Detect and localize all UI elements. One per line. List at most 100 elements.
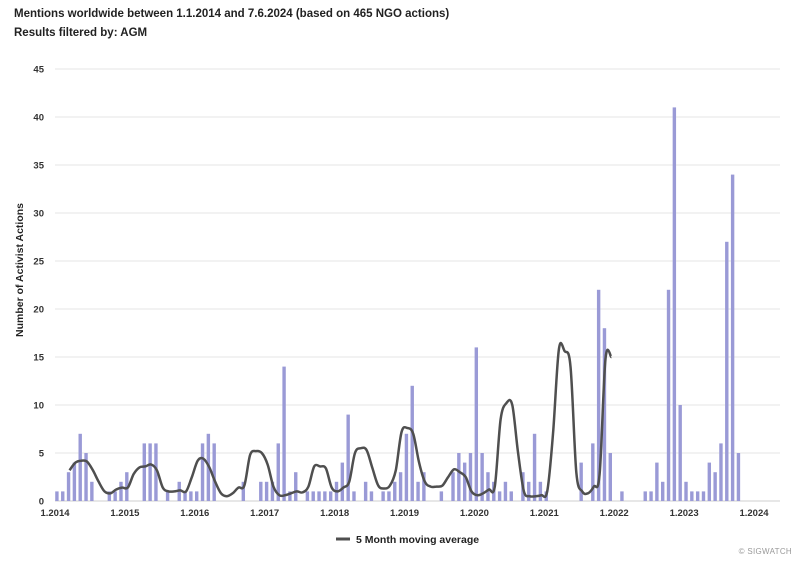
y-tick-label: 40 — [33, 113, 44, 124]
bar — [72, 462, 77, 501]
bar — [416, 481, 420, 501]
bar — [620, 491, 624, 501]
moving-average-series — [68, 341, 613, 499]
bar — [259, 481, 263, 501]
bar — [655, 462, 659, 501]
bar — [340, 462, 345, 501]
bar — [165, 491, 170, 501]
bar — [486, 472, 490, 501]
bar — [264, 481, 269, 501]
bar — [78, 433, 82, 501]
bar — [579, 462, 583, 501]
bar — [672, 107, 677, 502]
y-axis-label: Number of Activist Actions — [14, 203, 26, 337]
x-tick-label: 1.2014 — [40, 508, 70, 519]
x-tick-label: 1.2018 — [320, 508, 349, 519]
bar — [666, 289, 671, 501]
y-tick-label: 10 — [33, 401, 44, 412]
bar — [532, 433, 537, 501]
bar — [439, 491, 444, 501]
bar — [678, 405, 682, 501]
bar — [474, 347, 479, 501]
y-tick-label: 25 — [33, 257, 44, 268]
bar — [66, 472, 71, 501]
bar — [61, 491, 65, 501]
x-tick-label: 1.2024 — [739, 508, 769, 519]
bar — [288, 491, 292, 501]
bar — [393, 481, 397, 501]
bar — [107, 491, 112, 501]
x-tick-label: 1.2015 — [110, 508, 140, 519]
bar — [503, 481, 508, 501]
y-tick-label: 45 — [33, 65, 44, 76]
bar — [608, 453, 612, 501]
bar — [189, 491, 193, 501]
x-tick-label: 1.2017 — [250, 508, 279, 519]
bar — [125, 472, 129, 501]
bar — [294, 472, 298, 501]
bar — [596, 289, 601, 501]
bar — [154, 443, 158, 501]
bar — [509, 491, 513, 501]
bar — [422, 472, 426, 501]
y-tick-label: 0 — [39, 497, 44, 508]
bar — [713, 472, 717, 501]
x-tick-label: 1.2019 — [390, 508, 419, 519]
bar — [661, 481, 665, 501]
bar — [468, 453, 473, 501]
bar — [183, 491, 187, 501]
y-tick-labels: 0 5 10 15 20 25 30 35 40 45 — [33, 65, 44, 508]
bar — [381, 491, 385, 501]
y-tick-label: 20 — [33, 305, 44, 316]
bar — [701, 491, 706, 501]
bar — [305, 491, 310, 501]
bar — [527, 481, 531, 501]
bar — [200, 443, 205, 501]
bar — [55, 491, 59, 501]
bar — [195, 491, 199, 501]
bar — [497, 491, 502, 501]
filter-subtitle: Results filtered by: AGM — [14, 27, 148, 39]
bar — [387, 491, 391, 501]
x-tick-label: 1.2022 — [600, 508, 629, 519]
bar — [410, 385, 414, 501]
bar — [270, 481, 275, 501]
moving-average-line — [68, 341, 613, 499]
bar — [84, 453, 88, 501]
bar-series — [55, 107, 741, 502]
bar — [591, 443, 595, 501]
bar — [311, 491, 315, 501]
bar — [538, 481, 543, 501]
bar — [363, 481, 368, 501]
y-tick-label: 30 — [33, 209, 44, 220]
bar — [282, 366, 286, 501]
bar — [352, 491, 356, 501]
bar — [730, 174, 735, 501]
bar — [328, 491, 333, 501]
bar — [451, 472, 455, 501]
bar — [707, 462, 712, 501]
bar — [462, 462, 467, 501]
bar — [690, 491, 694, 501]
chart-title: Mentions worldwide between 1.1.2014 and … — [14, 8, 450, 20]
bar — [719, 443, 723, 501]
x-tick-label: 1.2020 — [460, 508, 489, 519]
bar — [148, 443, 152, 501]
bar — [602, 328, 607, 501]
bar — [113, 491, 117, 501]
bar — [212, 443, 216, 501]
x-tick-label: 1.2021 — [530, 508, 560, 519]
bar — [323, 491, 327, 501]
x-tick-label: 1.2023 — [670, 508, 699, 519]
bar — [480, 453, 484, 501]
bar — [346, 414, 350, 501]
bar — [119, 481, 123, 501]
bar — [736, 453, 741, 501]
bar — [142, 443, 146, 501]
bar — [695, 491, 700, 501]
bar — [276, 443, 280, 501]
bar — [369, 491, 374, 501]
x-tick-labels: 1.2014 1.2015 1.2016 1.2017 1.2018 1.2019 1.20… — [40, 508, 769, 519]
bar — [241, 481, 246, 501]
